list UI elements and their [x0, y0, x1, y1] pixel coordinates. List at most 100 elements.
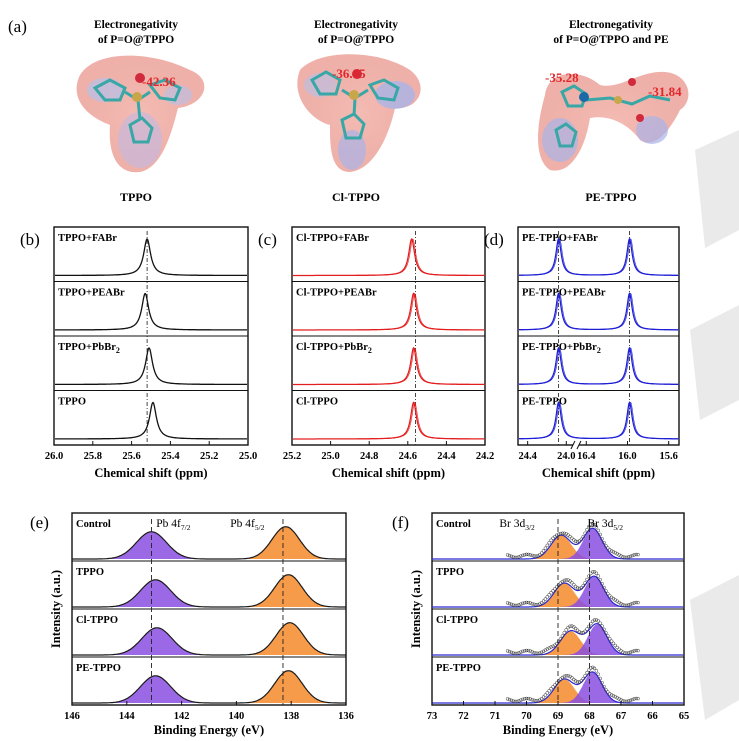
raw-data-point — [528, 553, 533, 557]
molecule-1-value: -42.36 — [142, 74, 176, 89]
raw-data-point — [587, 624, 591, 629]
peak-label-subscript: 7/2 — [181, 523, 191, 532]
raw-data-point — [541, 549, 546, 553]
raw-data-point — [583, 581, 587, 585]
x-tick-label: 142 — [174, 711, 190, 722]
raw-data-point — [509, 698, 514, 703]
raw-data-point — [604, 589, 608, 593]
spectrum-line — [519, 237, 678, 276]
raw-data-point — [600, 624, 604, 628]
x-tick-label: 25.8 — [84, 451, 102, 462]
raw-data-point — [549, 590, 553, 595]
peak-label-main: Pb 4f — [230, 518, 255, 530]
raw-data-point — [507, 697, 512, 702]
raw-data-point — [594, 669, 599, 673]
raw-data-point — [581, 584, 585, 588]
esp-surface-tppo — [76, 55, 205, 173]
raw-data-point — [636, 552, 640, 557]
raw-data-point — [590, 665, 595, 670]
raw-data-point — [566, 578, 570, 582]
raw-data-point — [600, 536, 604, 541]
series-label-subscript: 2 — [116, 346, 120, 355]
raw-data-point — [607, 548, 612, 552]
raw-data-point — [570, 536, 574, 541]
raw-data-point — [628, 698, 633, 703]
molecule-2-title-line1: Electronegativity — [314, 19, 398, 31]
raw-data-point — [547, 593, 551, 597]
axis-break-mark — [570, 440, 576, 450]
raw-data-point — [566, 673, 570, 678]
x-tick-label: 16.0 — [618, 451, 636, 462]
raw-data-point — [562, 531, 567, 536]
raw-data-point — [515, 651, 519, 656]
peak-label-main: Pb 4f — [156, 518, 181, 530]
raw-data-point — [511, 603, 516, 607]
raw-data-point — [579, 537, 584, 542]
raw-data-point — [558, 637, 563, 641]
raw-data-point — [628, 554, 633, 559]
raw-data-point — [543, 546, 548, 550]
raw-data-point — [598, 621, 602, 625]
spectrum-line-shadow — [520, 347, 680, 385]
spectrum-line-shadow — [294, 238, 486, 276]
raw-data-point — [609, 693, 614, 697]
raw-data-point — [596, 672, 601, 677]
raw-data-point — [626, 651, 631, 655]
envelope-line — [432, 622, 684, 656]
raw-data-point — [621, 555, 625, 559]
raw-data-point — [607, 692, 612, 696]
envelope-line — [72, 526, 346, 560]
series-label: TPPO — [58, 397, 86, 408]
peak-label-main: Br 3d — [588, 518, 614, 530]
series-label: Cl-TPPO — [76, 615, 118, 626]
raw-data-point — [570, 624, 574, 628]
raw-data-point — [632, 601, 636, 605]
y-axis-label: Intensity (a.u.) — [409, 570, 423, 648]
raw-data-point — [621, 699, 625, 703]
raw-data-point — [536, 602, 540, 607]
raw-data-point — [547, 646, 551, 650]
raw-data-point — [575, 586, 580, 590]
raw-data-point — [556, 532, 561, 537]
chart-b-nmr-tppo: (b) TPPO+FABr TPPO+PEABr TPPO+PbBr2 TPPO 26.0… — [20, 226, 257, 480]
x-tick-label: 67 — [616, 711, 627, 722]
raw-data-point — [604, 544, 608, 548]
raw-data-point — [539, 551, 544, 555]
x-tick-label: 25.2 — [200, 451, 218, 462]
panel-d-letter: (d) — [484, 230, 504, 249]
x-tick-label: 25.0 — [239, 451, 257, 462]
raw-data-point — [541, 599, 546, 603]
raw-data-point — [513, 699, 517, 704]
fitted-peak-area — [72, 574, 346, 607]
raw-data-point — [623, 555, 627, 560]
peak-label: Pb 4f7/2 — [156, 518, 190, 532]
raw-data-point — [577, 630, 582, 634]
raw-data-point — [513, 555, 517, 560]
raw-data-point — [549, 538, 553, 543]
x-axis-label: Binding Energy (eV) — [503, 723, 613, 737]
raw-data-point — [543, 597, 548, 601]
raw-data-point — [630, 553, 635, 558]
raw-data-point — [617, 697, 621, 701]
raw-data-point — [536, 698, 540, 703]
watermark — [690, 130, 739, 720]
raw-data-point — [573, 679, 578, 683]
raw-data-point — [560, 531, 565, 536]
raw-data-point — [519, 554, 523, 558]
molecule-1-title-line1: Electronegativity — [94, 19, 178, 31]
raw-data-point — [551, 685, 555, 689]
raw-data-point — [526, 552, 531, 557]
raw-data-point — [519, 602, 523, 606]
raw-data-point — [537, 651, 542, 655]
esp-surface-pe-tppo — [538, 71, 689, 171]
series-label: PE-TPPO+PbBr2 — [522, 342, 601, 355]
series-label: PE-TPPO — [522, 397, 567, 408]
raw-data-point — [530, 602, 534, 606]
y-axis-label: Intensity (a.u.) — [49, 570, 63, 648]
raw-data-point — [515, 603, 519, 608]
raw-data-point — [626, 555, 631, 559]
peak-label-main: Br 3d — [499, 518, 525, 530]
raw-data-point — [583, 531, 587, 536]
raw-data-point — [568, 624, 572, 629]
